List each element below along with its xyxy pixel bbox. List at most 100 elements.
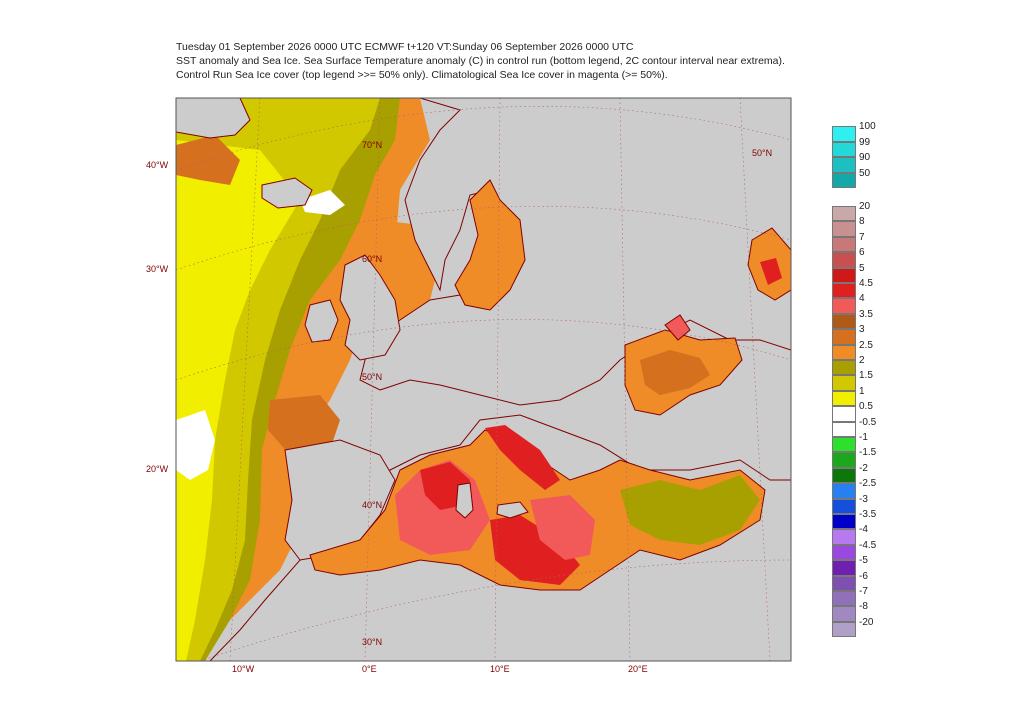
ice-legend-label: 90 — [859, 152, 871, 163]
ireland — [304, 299, 339, 343]
sst-legend-label: 1 — [859, 385, 865, 397]
ice-legend-label: 100 — [859, 121, 876, 132]
sst-legend-swatch — [832, 529, 856, 545]
sst-legend-swatch — [832, 329, 856, 345]
sst-legend-label: -6 — [859, 570, 868, 582]
sst-legend-label: 4.5 — [859, 278, 873, 289]
title-line-1: Tuesday 01 September 2026 0000 UTC ECMWF… — [176, 41, 634, 53]
atlantic-white-patch — [176, 410, 215, 480]
lat-label-50n: 50°N — [362, 372, 382, 382]
sea-of-azov — [664, 314, 691, 341]
sicily — [496, 501, 529, 519]
sst-legend-swatch — [832, 267, 856, 283]
sst-legend-label: -3 — [859, 493, 868, 505]
sst-legend-label: -3.5 — [859, 509, 877, 520]
sst-legend-swatch — [832, 621, 856, 638]
sst-legend-swatch — [832, 406, 856, 422]
sst-legend-label: 0.5 — [859, 401, 873, 413]
sst-legend-label: -2.5 — [859, 478, 877, 490]
ice-legend-swatch — [832, 157, 856, 173]
eastern-med-olive — [620, 475, 760, 545]
ice-legend-swatch — [832, 126, 856, 142]
sst-legend-swatch — [832, 514, 856, 530]
adriatic-red — [485, 425, 560, 490]
map-title: Tuesday 01 September 2026 0000 UTC ECMWF… — [176, 40, 876, 82]
baltic-sea — [454, 179, 526, 311]
british-isles — [339, 254, 401, 361]
sst-legend-label: 3 — [859, 324, 865, 336]
graticule — [176, 98, 791, 661]
sst-legend-swatch — [832, 467, 856, 484]
atlantic-yellow-band — [176, 140, 300, 661]
sst-legend-swatch — [832, 221, 856, 237]
sst-legend-swatch — [832, 591, 856, 607]
lat-label-70n: 70°N — [362, 140, 382, 150]
sst-legend-swatch — [832, 560, 856, 576]
lon-label-10w: 10°W — [232, 664, 255, 674]
sst-legend-label: 1.5 — [859, 370, 873, 382]
map-border — [175, 97, 792, 662]
sardinia — [455, 482, 474, 519]
sst-legend-swatch — [832, 313, 856, 330]
sst-legend-label: 6 — [859, 247, 865, 259]
sst-legend-label: -8 — [859, 601, 868, 613]
ice-legend-label: 50 — [859, 167, 871, 179]
lat-label-40n: 40°N — [362, 500, 382, 510]
ice-legend-swatch — [832, 172, 856, 188]
sst-legend-swatch — [832, 375, 856, 391]
sst-legend-swatch — [832, 344, 856, 360]
lon-label-20e: 20°E — [628, 664, 648, 674]
sst-legend-swatch — [832, 483, 856, 499]
sst-legend-label: 2 — [859, 355, 865, 366]
lat-label-60n: 60°N — [362, 254, 382, 264]
sst-legend-label: 2.5 — [859, 339, 873, 351]
sst-legend-label: 7 — [859, 231, 865, 243]
sst-legend-swatch — [832, 544, 856, 561]
sst-legend-swatch — [832, 390, 856, 407]
greenland-tip — [176, 98, 251, 139]
sst-legend-label: 8 — [859, 216, 865, 228]
lon-label-30w: 30°W — [146, 264, 169, 274]
iceland — [261, 177, 313, 209]
sst-legend-swatch — [832, 298, 856, 314]
title-line-2: SST anomaly and Sea Ice. Sea Surface Tem… — [176, 55, 785, 67]
sst-legend-swatch — [832, 437, 856, 453]
sst-legend-swatch — [832, 236, 856, 253]
sst-legend-label: 20 — [859, 201, 871, 212]
lat-label-50n-east: 50°N — [752, 148, 772, 158]
sst-legend-swatch — [832, 283, 856, 299]
biscay-brown — [268, 395, 340, 455]
sst-legend-swatch — [832, 252, 856, 268]
north-atlantic-white-patch — [300, 190, 345, 215]
sst-legend-swatch — [832, 421, 856, 437]
title-line-3: Control Run Sea Ice cover (top legend >>… — [176, 69, 668, 81]
sst-legend-label: -4.5 — [859, 539, 877, 551]
sst-legend-label: 3.5 — [859, 308, 873, 320]
central-med-pink — [530, 495, 595, 560]
sst-legend-label: -2 — [859, 462, 868, 474]
sst-legend-label: 4 — [859, 293, 865, 305]
sst-legend-label: -7 — [859, 586, 868, 597]
sst-legend-label: -1.5 — [859, 447, 877, 459]
sst-legend-label: -0.5 — [859, 416, 877, 428]
ice-legend-label: 99 — [859, 136, 871, 148]
lon-label-0e: 0°E — [362, 664, 377, 674]
sst-legend-label: -20 — [859, 616, 874, 628]
sst-legend-label: -5 — [859, 555, 868, 567]
lon-label-40w: 40°W — [146, 160, 169, 170]
sst-legend-swatch — [832, 452, 856, 468]
sst-legend-label: -1 — [859, 432, 868, 443]
sst-legend-swatch — [832, 606, 856, 622]
caspian-red — [760, 258, 782, 285]
black-sea-brown — [640, 350, 710, 395]
norwegian-sea-orange — [176, 135, 240, 185]
sst-legend-swatch — [832, 360, 856, 376]
central-med-red — [490, 515, 580, 585]
lat-label-30n: 30°N — [362, 637, 382, 647]
lon-label-10e: 10°E — [490, 664, 510, 674]
lon-label-20w: 20°W — [146, 464, 169, 474]
sst-legend-label: 5 — [859, 262, 865, 274]
ice-legend-swatch — [832, 141, 856, 157]
sst-legend-swatch — [832, 206, 856, 222]
